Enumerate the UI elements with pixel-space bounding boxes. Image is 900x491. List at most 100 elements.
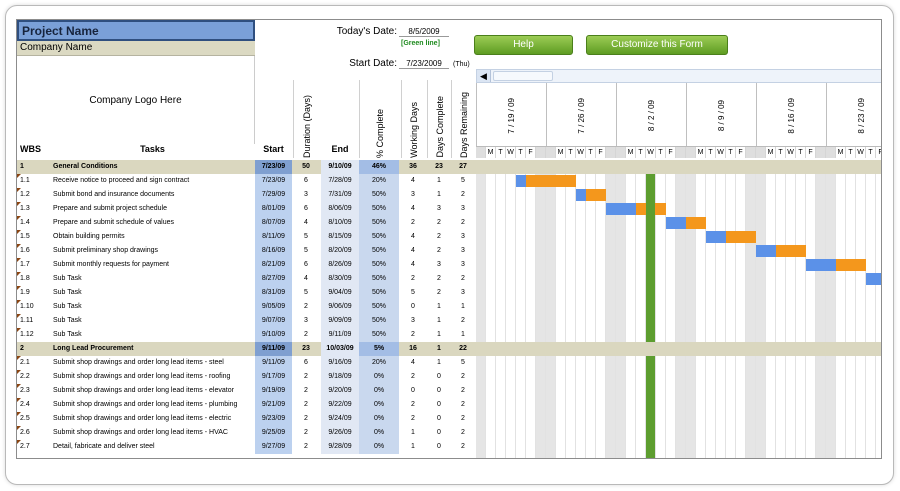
pct-complete-cell[interactable]: 0% <box>359 440 399 454</box>
days-remaining-cell[interactable]: 27 <box>459 163 467 170</box>
duration-cell[interactable]: 4 <box>304 219 308 226</box>
days-remaining-cell[interactable]: 2 <box>461 401 465 408</box>
days-remaining-cell[interactable]: 2 <box>461 429 465 436</box>
working-days-cell[interactable]: 2 <box>411 373 415 380</box>
duration-cell[interactable]: 5 <box>304 233 308 240</box>
working-days-cell[interactable]: 2 <box>411 401 415 408</box>
duration-cell[interactable]: 2 <box>304 443 308 450</box>
start-date-cell[interactable]: 7/23/09 <box>255 160 292 174</box>
duration-cell[interactable]: 2 <box>304 415 308 422</box>
working-days-cell[interactable]: 4 <box>411 261 415 268</box>
wbs-cell[interactable]: 1.6 <box>20 247 30 254</box>
days-complete-cell[interactable]: 3 <box>437 261 441 268</box>
days-remaining-cell[interactable]: 3 <box>461 233 465 240</box>
end-date-cell[interactable]: 9/28/09 <box>321 440 359 454</box>
pct-complete-cell[interactable]: 50% <box>359 202 399 216</box>
days-complete-cell[interactable]: 1 <box>437 345 441 352</box>
days-remaining-cell[interactable]: 2 <box>461 317 465 324</box>
task-row[interactable]: 1.4 Prepare and submit schedule of values… <box>17 216 881 230</box>
end-date-cell[interactable]: 8/20/09 <box>321 244 359 258</box>
working-days-cell[interactable]: 16 <box>409 345 417 352</box>
duration-cell[interactable]: 5 <box>304 289 308 296</box>
task-name-cell[interactable]: Submit shop drawings and order long lead… <box>53 429 228 436</box>
scroll-thumb[interactable] <box>493 71 553 81</box>
scroll-left-icon[interactable]: ◀ <box>477 70 491 82</box>
end-date-cell[interactable]: 9/24/09 <box>321 412 359 426</box>
end-date-cell[interactable]: 10/03/09 <box>321 342 359 356</box>
task-name-cell[interactable]: Sub Task <box>53 317 82 324</box>
wbs-cell[interactable]: 1 <box>20 163 24 170</box>
end-date-cell[interactable]: 7/28/09 <box>321 174 359 188</box>
company-name-cell[interactable]: Company Name <box>17 41 255 56</box>
pct-complete-cell[interactable]: 46% <box>359 160 399 174</box>
days-remaining-cell[interactable]: 2 <box>461 219 465 226</box>
days-complete-cell[interactable]: 1 <box>437 359 441 366</box>
duration-cell[interactable]: 6 <box>304 261 308 268</box>
working-days-cell[interactable]: 4 <box>411 205 415 212</box>
start-date-cell[interactable]: 8/27/09 <box>255 272 292 286</box>
task-name-cell[interactable]: Detail, fabricate and deliver steel <box>53 443 155 450</box>
pct-complete-cell[interactable]: 20% <box>359 174 399 188</box>
task-name-cell[interactable]: Submit monthly requests for payment <box>53 261 169 268</box>
start-date-cell[interactable]: 8/16/09 <box>255 244 292 258</box>
days-complete-cell[interactable]: 0 <box>437 401 441 408</box>
end-date-cell[interactable]: 9/22/09 <box>321 398 359 412</box>
duration-cell[interactable]: 2 <box>304 373 308 380</box>
start-date-cell[interactable]: 9/17/09 <box>255 370 292 384</box>
start-date-cell[interactable]: 8/01/09 <box>255 202 292 216</box>
start-date-cell[interactable]: 9/07/09 <box>255 314 292 328</box>
days-remaining-cell[interactable]: 3 <box>461 205 465 212</box>
duration-cell[interactable]: 23 <box>302 345 310 352</box>
task-row[interactable]: 1.9 Sub Task 8/31/09 5 9/04/09 50% 5 2 3 <box>17 286 881 300</box>
end-date-cell[interactable]: 9/11/09 <box>321 328 359 342</box>
working-days-cell[interactable]: 2 <box>411 219 415 226</box>
wbs-cell[interactable]: 2.4 <box>20 401 30 408</box>
days-remaining-cell[interactable]: 2 <box>461 387 465 394</box>
end-date-cell[interactable]: 9/16/09 <box>321 356 359 370</box>
start-date-cell[interactable]: 8/21/09 <box>255 258 292 272</box>
wbs-cell[interactable]: 1.10 <box>20 303 34 310</box>
task-name-cell[interactable]: General Conditions <box>53 163 118 170</box>
days-complete-cell[interactable]: 1 <box>437 331 441 338</box>
end-date-cell[interactable]: 9/26/09 <box>321 426 359 440</box>
end-date-cell[interactable]: 9/04/09 <box>321 286 359 300</box>
pct-complete-cell[interactable]: 20% <box>359 356 399 370</box>
wbs-cell[interactable]: 1.1 <box>20 177 30 184</box>
summary-task-row[interactable]: 2 Long Lead Procurement 9/11/09 23 10/03/09 5… <box>17 342 881 356</box>
days-remaining-cell[interactable]: 3 <box>461 247 465 254</box>
task-name-cell[interactable]: Long Lead Procurement <box>53 345 134 352</box>
duration-cell[interactable]: 3 <box>304 191 308 198</box>
days-complete-cell[interactable]: 23 <box>435 163 443 170</box>
days-complete-cell[interactable]: 2 <box>437 275 441 282</box>
end-date-cell[interactable]: 8/06/09 <box>321 202 359 216</box>
wbs-cell[interactable]: 1.9 <box>20 289 30 296</box>
wbs-cell[interactable]: 1.3 <box>20 205 30 212</box>
days-remaining-cell[interactable]: 2 <box>461 443 465 450</box>
working-days-cell[interactable]: 36 <box>409 163 417 170</box>
task-row[interactable]: 1.11 Sub Task 9/07/09 3 9/09/09 50% 3 1 2 <box>17 314 881 328</box>
days-remaining-cell[interactable]: 5 <box>461 359 465 366</box>
pct-complete-cell[interactable]: 50% <box>359 258 399 272</box>
task-row[interactable]: 1.10 Sub Task 9/05/09 2 9/06/09 50% 0 1 1 <box>17 300 881 314</box>
wbs-cell[interactable]: 1.4 <box>20 219 30 226</box>
days-complete-cell[interactable]: 1 <box>437 177 441 184</box>
duration-cell[interactable]: 2 <box>304 401 308 408</box>
days-complete-cell[interactable]: 2 <box>437 247 441 254</box>
end-date-cell[interactable]: 9/18/09 <box>321 370 359 384</box>
task-row[interactable]: 2.7 Detail, fabricate and deliver steel 9/… <box>17 440 881 454</box>
pct-complete-cell[interactable]: 50% <box>359 328 399 342</box>
task-row[interactable]: 1.3 Prepare and submit project schedule 8/… <box>17 202 881 216</box>
wbs-cell[interactable]: 1.12 <box>20 331 34 338</box>
pct-complete-cell[interactable]: 0% <box>359 370 399 384</box>
days-remaining-cell[interactable]: 5 <box>461 177 465 184</box>
working-days-cell[interactable]: 3 <box>411 317 415 324</box>
start-date-cell[interactable]: 7/23/09 <box>255 174 292 188</box>
task-name-cell[interactable]: Sub Task <box>53 289 82 296</box>
task-name-cell[interactable]: Submit shop drawings and order long lead… <box>53 359 224 366</box>
working-days-cell[interactable]: 4 <box>411 359 415 366</box>
working-days-cell[interactable]: 0 <box>411 303 415 310</box>
wbs-cell[interactable]: 2.7 <box>20 443 30 450</box>
wbs-cell[interactable]: 1.7 <box>20 261 30 268</box>
days-remaining-cell[interactable]: 3 <box>461 261 465 268</box>
days-remaining-cell[interactable]: 2 <box>461 275 465 282</box>
